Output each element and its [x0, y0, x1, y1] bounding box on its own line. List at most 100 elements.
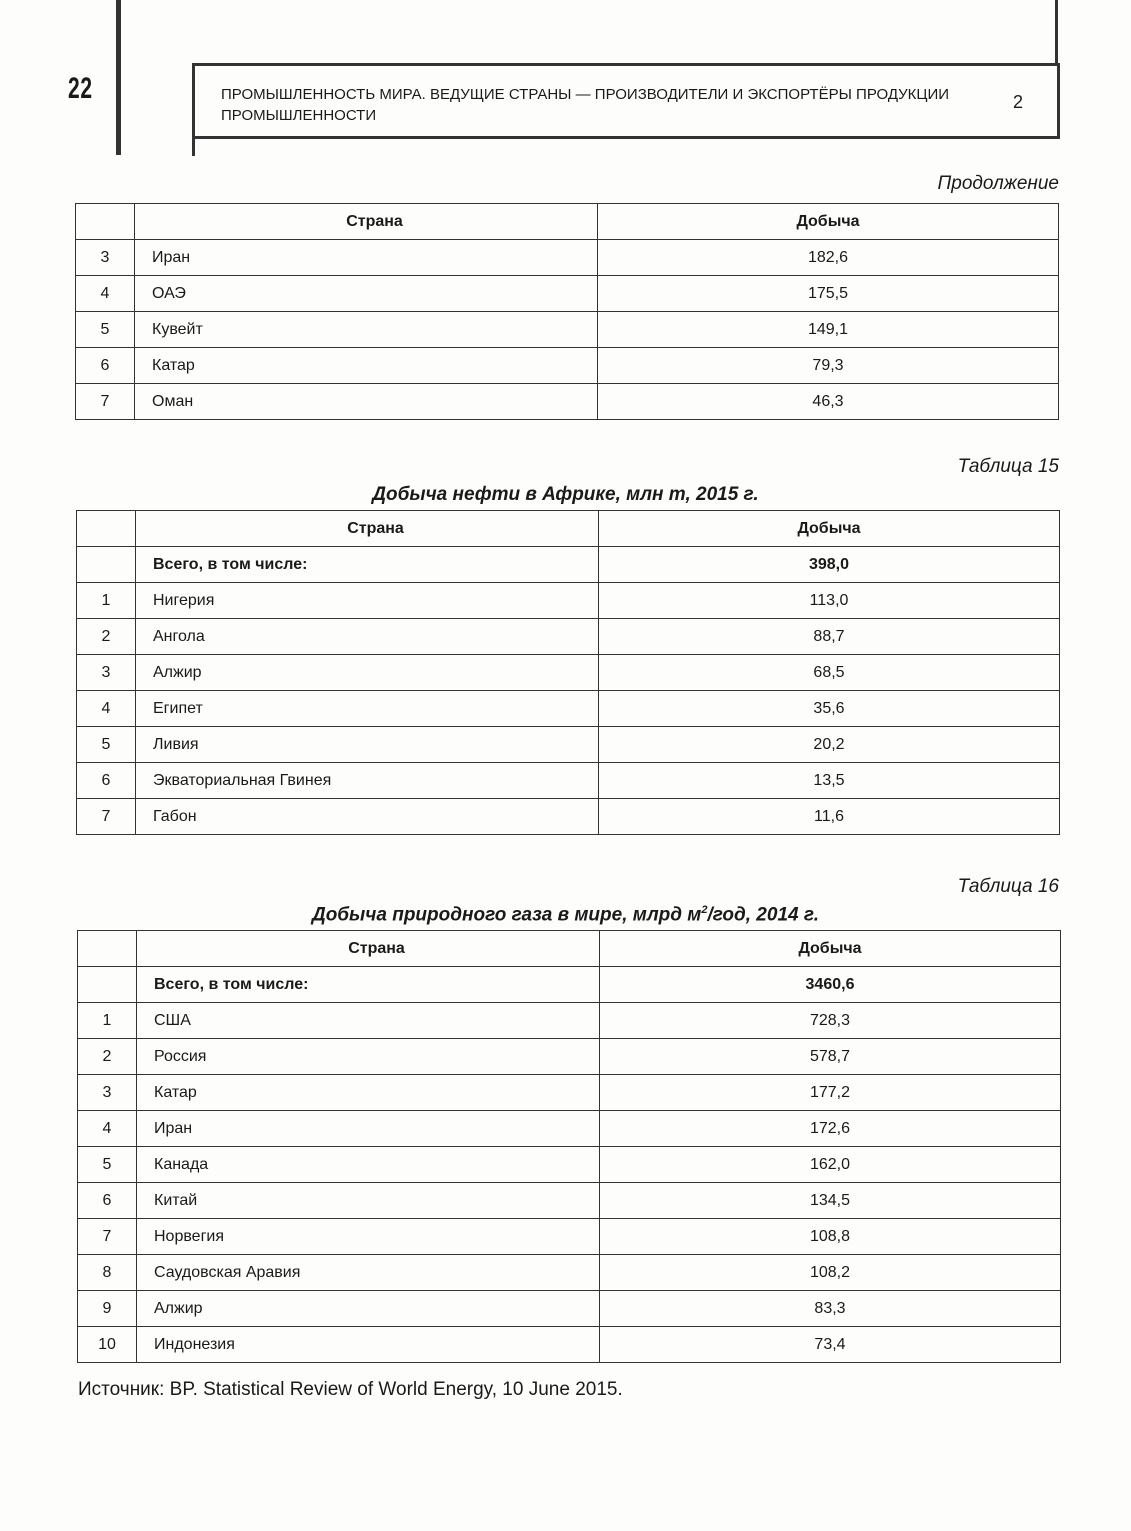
value-cell: 13,5: [598, 762, 1060, 799]
table-row: 4 Египет 35,6: [76, 690, 1060, 727]
table-row: 3 Иран 182,6: [75, 239, 1059, 276]
source-note: Источник: BP. Statistical Review of Worl…: [78, 1379, 623, 1400]
value-cell: 108,8: [599, 1218, 1061, 1255]
row-number: 5: [76, 726, 136, 763]
country-cell: Нигерия: [135, 582, 599, 619]
table-row: 5 Канада 162,0: [77, 1146, 1061, 1183]
value-cell: 83,3: [599, 1290, 1061, 1327]
value-cell: 162,0: [599, 1146, 1061, 1183]
table-continued: Страна Добыча 3 Иран 182,6 4 ОАЭ 175,5 5 Кувейт 14…: [75, 203, 1059, 420]
value-cell: 88,7: [598, 618, 1060, 655]
row-number: 7: [77, 1218, 137, 1255]
margin-rule: [116, 0, 121, 155]
value-cell: 46,3: [597, 383, 1059, 420]
table-row: 7 Норвегия 108,8: [77, 1218, 1061, 1255]
table-row: 9 Алжир 83,3: [77, 1290, 1061, 1327]
table-row: 10 Индонезия 73,4: [77, 1326, 1061, 1363]
table-row: 4 ОАЭ 175,5: [75, 275, 1059, 312]
row-number: 10: [77, 1326, 137, 1363]
value-cell: 68,5: [598, 654, 1060, 691]
country-cell: Габон: [135, 798, 599, 835]
continuation-label: Продолжение: [937, 173, 1060, 194]
value-cell: 35,6: [598, 690, 1060, 727]
table-row: 5 Кувейт 149,1: [75, 311, 1059, 348]
row-number: [76, 546, 136, 583]
country-cell: Канада: [136, 1146, 600, 1183]
table-row: 7 Габон 11,6: [76, 798, 1060, 835]
header-row: Страна Добыча: [75, 203, 1059, 240]
title-text: Добыча природного газа в мире, млрд м: [311, 904, 702, 926]
value-cell: 113,0: [598, 582, 1060, 619]
row-number: 6: [76, 762, 136, 799]
country-cell: Ангола: [135, 618, 599, 655]
value-cell: Добыча: [599, 930, 1061, 967]
country-cell: Норвегия: [136, 1218, 600, 1255]
running-header: ПРОМЫШЛЕННОСТЬ МИРА. ВЕДУЩИЕ СТРАНЫ — ПР…: [192, 63, 1060, 139]
row-number: 5: [77, 1146, 137, 1183]
country-cell: Алжир: [136, 1290, 600, 1327]
table-row: 2 Россия 578,7: [77, 1038, 1061, 1075]
row-number: [75, 203, 135, 240]
row-number: 4: [75, 275, 135, 312]
table-16-title: Добыча природного газа в мире, млрд м2/г…: [0, 904, 1131, 926]
row-number: 4: [77, 1110, 137, 1147]
table-row: 7 Оман 46,3: [75, 383, 1059, 420]
value-cell: 172,6: [599, 1110, 1061, 1147]
row-number: 3: [77, 1074, 137, 1111]
row-number: [77, 966, 137, 1003]
row-number: 1: [76, 582, 136, 619]
title-text-end: /год, 2014 г.: [707, 904, 820, 926]
country-cell: Индонезия: [136, 1326, 600, 1363]
country-cell: Ливия: [135, 726, 599, 763]
row-number: 7: [75, 383, 135, 420]
table-row: 6 Катар 79,3: [75, 347, 1059, 384]
header-row: Страна Добыча: [76, 510, 1060, 547]
table-16-label: Таблица 16: [957, 876, 1059, 897]
table-15-label: Таблица 15: [957, 456, 1059, 477]
row-number: 5: [75, 311, 135, 348]
country-cell: Страна: [135, 510, 599, 547]
table-row: 5 Ливия 20,2: [76, 726, 1060, 763]
row-number: 9: [77, 1290, 137, 1327]
row-number: 3: [75, 239, 135, 276]
row-number: 1: [77, 1002, 137, 1039]
row-number: 4: [76, 690, 136, 727]
country-cell: Иран: [136, 1110, 600, 1147]
value-cell: 134,5: [599, 1182, 1061, 1219]
row-number: 2: [76, 618, 136, 655]
country-cell: Страна: [136, 930, 600, 967]
table-row: 1 Нигерия 113,0: [76, 582, 1060, 619]
table-row: 4 Иран 172,6: [77, 1110, 1061, 1147]
value-cell: 398,0: [598, 546, 1060, 583]
value-cell: 79,3: [597, 347, 1059, 384]
margin-rule-right: [1055, 0, 1058, 65]
value-cell: 177,2: [599, 1074, 1061, 1111]
page-number: 22: [68, 72, 93, 105]
value-cell: 578,7: [599, 1038, 1061, 1075]
table-row: 8 Саудовская Аравия 108,2: [77, 1254, 1061, 1291]
table-16: Страна Добыча Всего, в том числе: 3460,6 1 СШ…: [77, 930, 1061, 1363]
table-row: 3 Катар 177,2: [77, 1074, 1061, 1111]
value-cell: 3460,6: [599, 966, 1061, 1003]
table-row: 6 Китай 134,5: [77, 1182, 1061, 1219]
value-cell: 11,6: [598, 798, 1060, 835]
value-cell: 175,5: [597, 275, 1059, 312]
value-cell: 20,2: [598, 726, 1060, 763]
country-cell: Китай: [136, 1182, 600, 1219]
country-cell: Саудовская Аравия: [136, 1254, 600, 1291]
country-cell: Всего, в том числе:: [136, 966, 600, 1003]
row-number: 6: [77, 1182, 137, 1219]
country-cell: Египет: [135, 690, 599, 727]
table-15: Страна Добыча Всего, в том числе: 398,0 1 Ниг…: [76, 510, 1060, 835]
row-number: [77, 930, 137, 967]
country-cell: Всего, в том числе:: [135, 546, 599, 583]
table-15-title: Добыча нефти в Африке, млн т, 2015 г.: [372, 484, 759, 505]
country-cell: Страна: [134, 203, 598, 240]
country-cell: Россия: [136, 1038, 600, 1075]
country-cell: ОАЭ: [134, 275, 598, 312]
value-cell: 728,3: [599, 1002, 1061, 1039]
row-number: 7: [76, 798, 136, 835]
total-row: Всего, в том числе: 3460,6: [77, 966, 1061, 1003]
table-row: 3 Алжир 68,5: [76, 654, 1060, 691]
